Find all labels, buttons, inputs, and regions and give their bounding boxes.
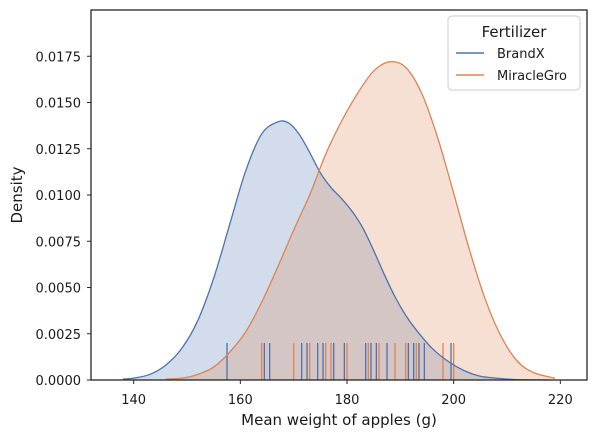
x-tick-label: 180 — [335, 393, 360, 408]
legend-title: Fertilizer — [482, 23, 548, 41]
y-axis-label: Density — [8, 166, 26, 223]
rug-marks — [226, 343, 455, 380]
legend-entry-brandx: BrandX — [497, 47, 545, 62]
y-tick-label: 0.0025 — [36, 328, 82, 343]
x-tick-label: 140 — [121, 393, 146, 408]
legend: Fertilizer BrandX MiracleGro — [447, 15, 581, 91]
y-axis-ticks: 0.0000 0.0025 0.0050 0.0075 0.0100 0.0125 0.01… — [36, 50, 91, 389]
line-brandx — [122, 120, 550, 381]
legend-entry-miraclegro: MiracleGro — [497, 69, 567, 84]
y-tick-label: 0.0125 — [36, 143, 82, 158]
density-areas — [123, 61, 555, 381]
y-tick-label: 0.0150 — [36, 97, 82, 112]
line-miraclegro — [165, 60, 556, 380]
y-tick-label: 0.0100 — [36, 189, 82, 204]
density-lines — [122, 60, 556, 381]
y-tick-label: 0.0075 — [36, 235, 82, 250]
y-tick-label: 0.0000 — [36, 374, 82, 389]
x-tick-label: 220 — [548, 393, 573, 408]
x-axis-label: Mean weight of apples (g) — [241, 411, 437, 429]
y-tick-label: 0.0175 — [36, 50, 82, 65]
x-tick-label: 200 — [441, 393, 466, 408]
x-tick-label: 160 — [228, 393, 253, 408]
x-axis-ticks: 140 160 180 200 220 — [121, 380, 573, 408]
legend-box — [447, 15, 581, 91]
area-brandx — [123, 120, 550, 381]
y-tick-label: 0.0050 — [36, 282, 82, 297]
